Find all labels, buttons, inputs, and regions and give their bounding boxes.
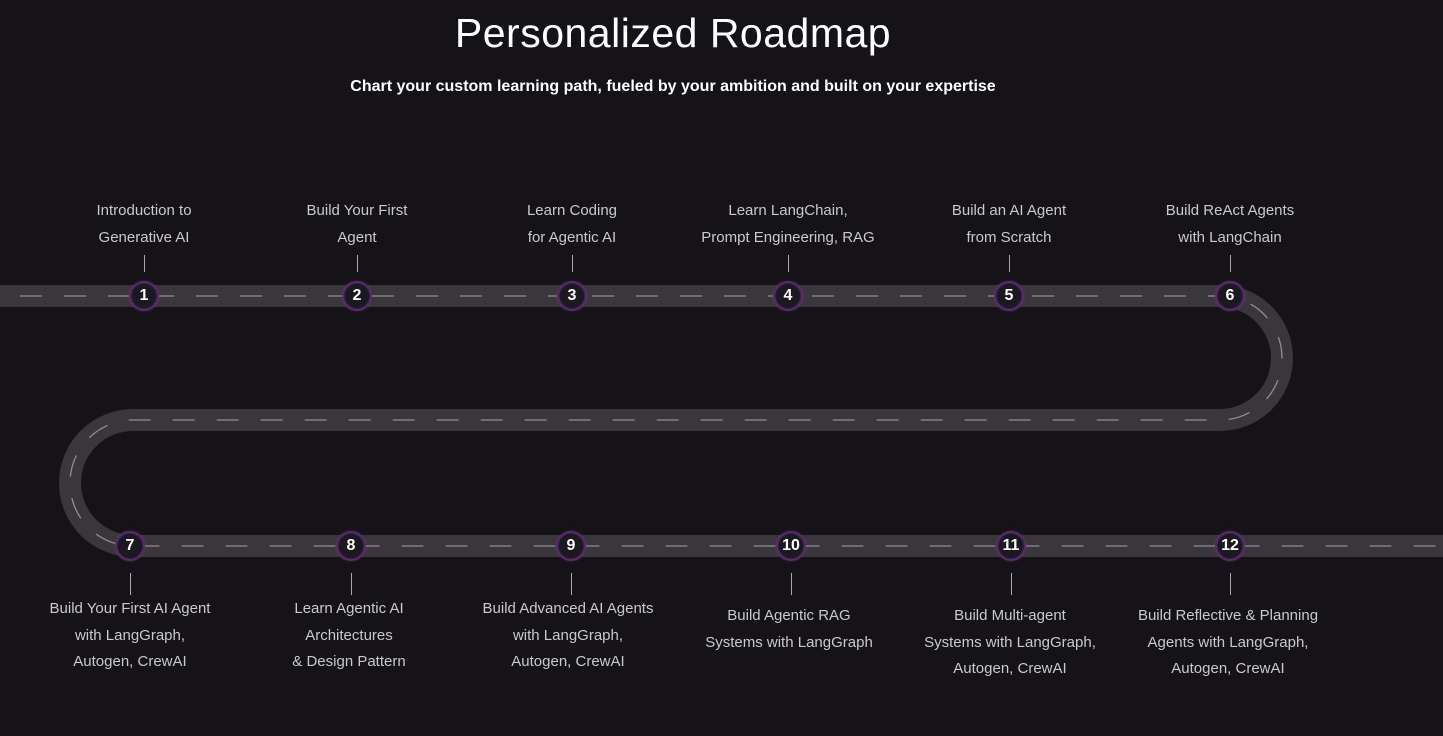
milestone-label: Build ReAct Agents with LangChain	[1165, 202, 1295, 246]
milestone-marker[interactable]: 12	[1215, 531, 1245, 561]
connector-tick	[356, 255, 358, 272]
connector-tick	[1008, 255, 1010, 272]
page-title: Personalized Roadmap	[454, 10, 892, 56]
milestone-label: Build Your First AI Agent with LangGraph…	[49, 600, 211, 670]
milestone-label: Build Your First Agent	[306, 202, 408, 246]
milestone-marker[interactable]: 6	[1215, 281, 1245, 311]
milestone-label: Build Reflective & Planning Agents with …	[1137, 607, 1319, 677]
milestone-marker[interactable]: 7	[115, 531, 145, 561]
milestone-marker[interactable]: 4	[773, 281, 803, 311]
connector-tick	[1010, 573, 1012, 595]
milestone-marker[interactable]: 2	[342, 281, 372, 311]
connector-tick	[350, 573, 352, 595]
connector-tick	[571, 255, 573, 272]
connector-tick	[143, 255, 145, 272]
milestone-label: Learn Coding for Agentic AI	[526, 202, 618, 246]
milestone-marker[interactable]: 5	[994, 281, 1024, 311]
milestone-marker[interactable]: 9	[556, 531, 586, 561]
connector-tick	[790, 573, 792, 595]
milestone-marker[interactable]: 8	[336, 531, 366, 561]
connector-tick	[129, 573, 131, 595]
milestone-label: Build an AI Agent from Scratch	[951, 202, 1067, 246]
road-surface	[0, 285, 1443, 557]
milestone-label: Build Agentic RAG Systems with LangGraph	[705, 607, 873, 651]
milestone-marker[interactable]: 1	[129, 281, 159, 311]
milestone-label: Introduction to Generative AI	[96, 202, 192, 246]
milestone-label: Learn Agentic AI Architectures & Design …	[292, 600, 406, 670]
milestone-marker[interactable]: 10	[776, 531, 806, 561]
connector-tick	[570, 573, 572, 595]
milestone-label: Build Multi-agent Systems with LangGraph…	[924, 607, 1096, 677]
milestone-label: Build Advanced AI Agents with LangGraph,…	[482, 600, 654, 670]
connector-tick	[1229, 573, 1231, 595]
connector-tick	[1229, 255, 1231, 272]
road-lane-dashes	[0, 295, 1443, 547]
page-subtitle: Chart your custom learning path, fueled …	[350, 78, 996, 95]
milestone-marker[interactable]: 11	[996, 531, 1026, 561]
milestone-marker[interactable]: 3	[557, 281, 587, 311]
connector-tick	[787, 255, 789, 272]
milestone-label: Learn LangChain, Prompt Engineering, RAG	[701, 202, 875, 246]
